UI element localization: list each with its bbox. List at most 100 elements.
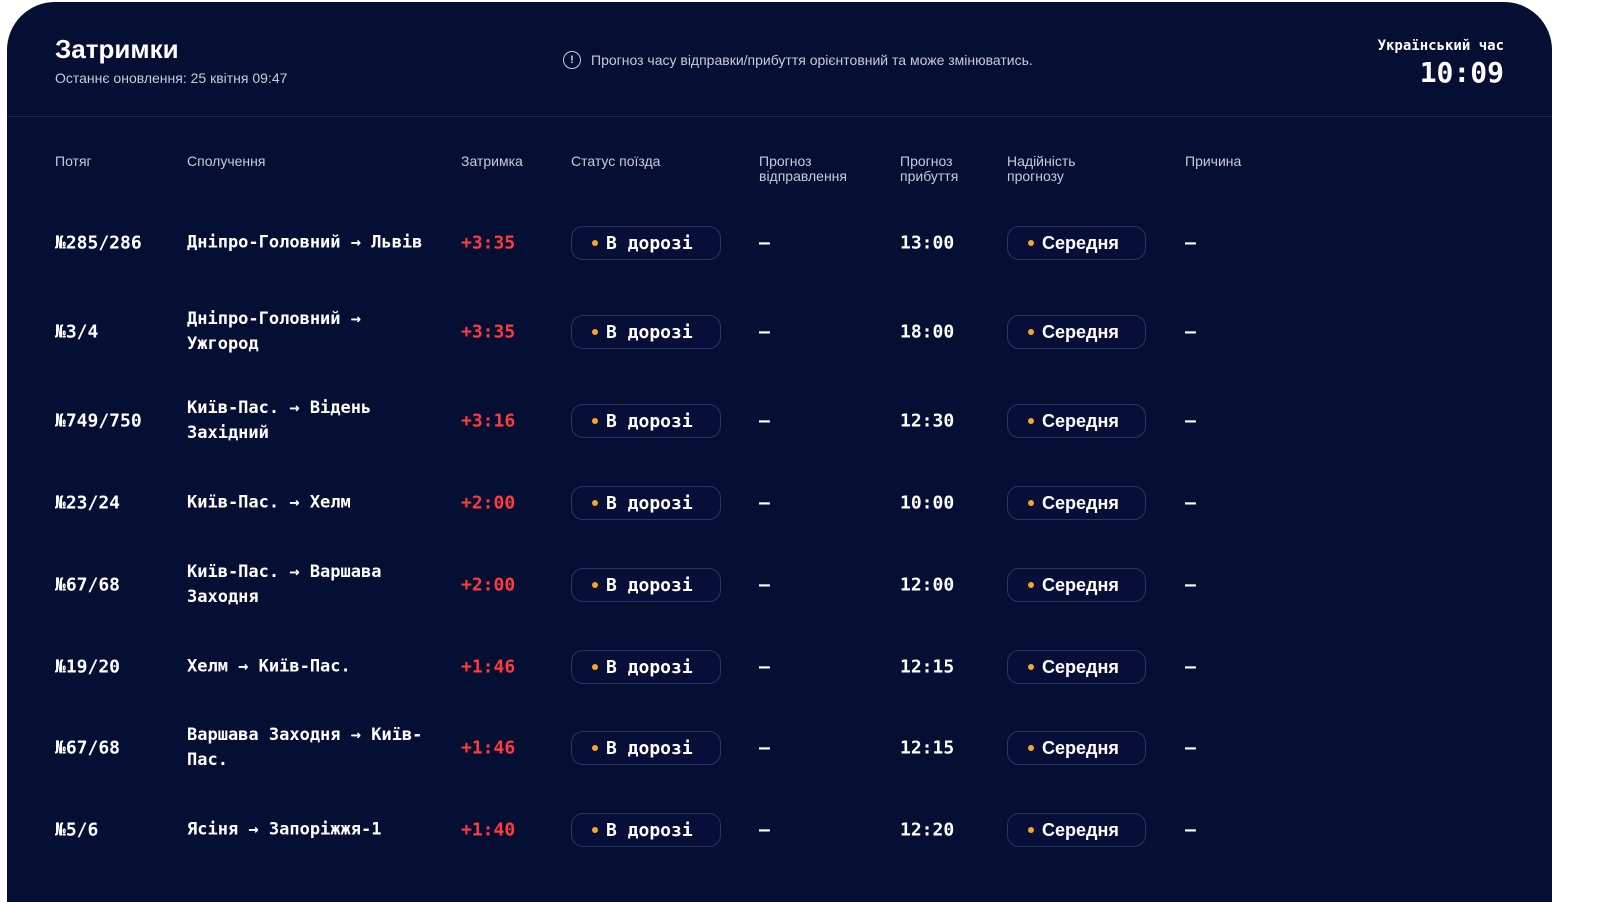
reliability-text: Середня xyxy=(1042,321,1119,342)
route: Хелм → Київ-Пас. xyxy=(187,656,351,677)
table-row[interactable]: №749/750 Київ-Пас. → Відень Західний +3:… xyxy=(7,391,1552,451)
route: Київ-Пас. → Відень Західний xyxy=(187,398,372,443)
train-number: №285/286 xyxy=(55,232,142,254)
page-title: Затримки xyxy=(55,34,179,64)
status-badge: В дорозі xyxy=(571,226,721,260)
route: Дніпро-Головний → Ужгород xyxy=(187,309,361,354)
status-badge: В дорозі xyxy=(571,486,721,520)
reason: — xyxy=(1185,410,1196,432)
route: Ясіня → Запоріжжя-1 xyxy=(187,819,382,840)
reliability-text: Середня xyxy=(1042,737,1119,758)
train-number: №67/68 xyxy=(55,737,121,759)
clock-label: Український час xyxy=(1377,38,1504,54)
delay: +3:16 xyxy=(461,410,516,432)
delay: +1:46 xyxy=(461,656,516,678)
reliability-dot-icon xyxy=(1028,329,1034,335)
forecast-departure: — xyxy=(759,656,770,678)
reliability-text: Середня xyxy=(1042,574,1119,595)
delays-board: Затримки Останнє оновлення: 25 квітня 09… xyxy=(7,2,1552,902)
info-circle-icon: ! xyxy=(563,51,581,69)
train-number: №3/4 xyxy=(55,321,99,343)
notice-text: Прогноз часу відправки/прибуття орієнтов… xyxy=(591,52,1033,68)
header: Затримки Останнє оновлення: 25 квітня 09… xyxy=(7,2,1552,117)
delay: +1:40 xyxy=(461,819,516,841)
reliability-dot-icon xyxy=(1028,240,1034,246)
delay: +3:35 xyxy=(461,321,516,343)
reliability-badge: Середня xyxy=(1007,404,1146,438)
status-text: В дорозі xyxy=(606,819,693,841)
forecast-arrival: 12:15 xyxy=(900,656,955,678)
forecast-departure: — xyxy=(759,410,770,432)
status-dot-icon xyxy=(592,418,598,424)
reason: — xyxy=(1185,492,1196,514)
forecast-notice: ! Прогноз часу відправки/прибуття орієнт… xyxy=(563,51,1033,69)
reliability-text: Середня xyxy=(1042,656,1119,677)
forecast-arrival: 12:00 xyxy=(900,574,955,596)
table-row[interactable]: №5/6 Ясіня → Запоріжжя-1 +1:40 В дорозі … xyxy=(7,800,1552,860)
reliability-dot-icon xyxy=(1028,664,1034,670)
status-dot-icon xyxy=(592,664,598,670)
forecast-departure: — xyxy=(759,492,770,514)
reliability-dot-icon xyxy=(1028,500,1034,506)
status-badge: В дорозі xyxy=(571,731,721,765)
status-text: В дорозі xyxy=(606,656,693,678)
reliability-text: Середня xyxy=(1042,232,1119,253)
clock-time: 10:09 xyxy=(1419,56,1504,89)
table-row[interactable]: №67/68 Київ-Пас. → Варшава Заходня +2:00… xyxy=(7,555,1552,615)
status-dot-icon xyxy=(592,745,598,751)
column-header: Затримка xyxy=(461,153,523,169)
forecast-departure: — xyxy=(759,574,770,596)
reliability-dot-icon xyxy=(1028,827,1034,833)
reliability-text: Середня xyxy=(1042,410,1119,431)
column-header: Сполучення xyxy=(187,153,266,169)
reason: — xyxy=(1185,656,1196,678)
train-number: №23/24 xyxy=(55,492,121,514)
status-text: В дорозі xyxy=(606,321,693,343)
forecast-departure: — xyxy=(759,321,770,343)
reason: — xyxy=(1185,232,1196,254)
table-row[interactable]: №23/24 Київ-Пас. → Хелм +2:00 В дорозі —… xyxy=(7,473,1552,533)
column-header: Надійність прогнозу xyxy=(1007,153,1076,184)
column-header: Потяг xyxy=(55,153,92,169)
column-header: Прогноз прибуття xyxy=(900,153,959,184)
last-update: Останнє оновлення: 25 квітня 09:47 xyxy=(55,70,288,86)
reliability-badge: Середня xyxy=(1007,486,1146,520)
status-dot-icon xyxy=(592,500,598,506)
table-row[interactable]: №3/4 Дніпро-Головний → Ужгород +3:35 В д… xyxy=(7,302,1552,362)
reliability-badge: Середня xyxy=(1007,226,1146,260)
status-badge: В дорозі xyxy=(571,404,721,438)
forecast-arrival: 12:15 xyxy=(900,737,955,759)
status-text: В дорозі xyxy=(606,410,693,432)
table-row[interactable]: №19/20 Хелм → Київ-Пас. +1:46 В дорозі —… xyxy=(7,637,1552,697)
table-row[interactable]: №67/68 Варшава Заходня → Київ-Пас. +1:46… xyxy=(7,718,1552,778)
route: Київ-Пас. → Хелм xyxy=(187,492,351,513)
reliability-badge: Середня xyxy=(1007,731,1146,765)
reliability-text: Середня xyxy=(1042,492,1119,513)
forecast-arrival: 18:00 xyxy=(900,321,955,343)
status-text: В дорозі xyxy=(606,737,693,759)
forecast-arrival: 10:00 xyxy=(900,492,955,514)
column-header: Причина xyxy=(1185,153,1242,169)
reliability-badge: Середня xyxy=(1007,568,1146,602)
delay: +3:35 xyxy=(461,232,516,254)
forecast-arrival: 12:20 xyxy=(900,819,955,841)
train-number: №749/750 xyxy=(55,410,142,432)
train-number: №67/68 xyxy=(55,574,121,596)
status-dot-icon xyxy=(592,582,598,588)
route: Дніпро-Головний → Львів xyxy=(187,232,423,253)
column-header: Прогноз відправлення xyxy=(759,153,847,184)
status-badge: В дорозі xyxy=(571,568,721,602)
clock: Український час 10:09 xyxy=(1378,38,1504,89)
status-dot-icon xyxy=(592,827,598,833)
column-header: Статус поїзда xyxy=(571,153,661,169)
reason: — xyxy=(1185,321,1196,343)
reliability-dot-icon xyxy=(1028,745,1034,751)
reliability-text: Середня xyxy=(1042,819,1119,840)
train-number: №19/20 xyxy=(55,656,121,678)
route: Варшава Заходня → Київ-Пас. xyxy=(187,725,423,770)
delay: +2:00 xyxy=(461,574,516,596)
train-number: №5/6 xyxy=(55,819,99,841)
status-badge: В дорозі xyxy=(571,315,721,349)
table-row[interactable]: №285/286 Дніпро-Головний → Львів +3:35 В… xyxy=(7,213,1552,273)
forecast-arrival: 13:00 xyxy=(900,232,955,254)
